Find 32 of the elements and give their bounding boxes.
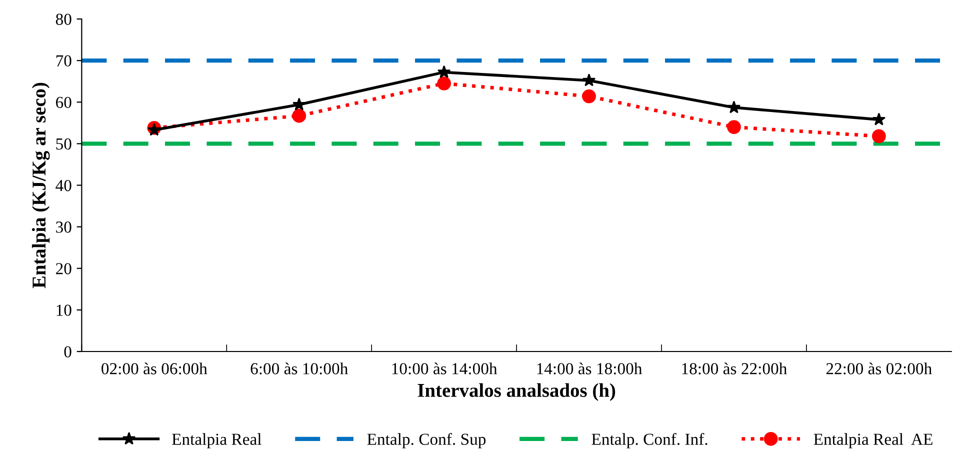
x-tick-label: 6:00 às 10:00h	[250, 362, 348, 374]
y-tick-label: 70	[56, 55, 72, 67]
y-axis-title: Entalpia (KJ/Kg ar seco)	[32, 82, 50, 288]
x-tick-label: 02:00 às 06:00h	[102, 362, 208, 374]
y-tick-label: 0	[64, 346, 72, 358]
point	[148, 123, 161, 136]
y-tick-label: 10	[56, 304, 72, 316]
point	[727, 100, 741, 114]
x-tick-label: 22:00 às 02:00h	[826, 362, 932, 374]
point	[872, 129, 886, 144]
point	[292, 98, 306, 110]
y-tick-label: 80	[56, 14, 72, 25]
point	[437, 76, 452, 90]
legend-label: Entalpia Real AE	[814, 433, 932, 448]
x-tick-label: 14:00 às 18:00h	[537, 362, 642, 374]
point	[582, 89, 596, 104]
legend-label: Entalp. Conf. Inf.	[592, 433, 708, 448]
point	[872, 112, 886, 126]
y-tick-label: 50	[56, 138, 72, 150]
y-tick-label: 20	[56, 263, 72, 274]
legend-label: Entalp. Conf. Sup	[367, 433, 486, 448]
x-axis-title: Intervalos analsados (h)	[418, 383, 616, 401]
y-tick-label: 40	[56, 180, 72, 192]
point	[292, 108, 306, 123]
y-tick-label: 30	[56, 222, 72, 233]
point	[437, 65, 451, 78]
legend-label: Entalpia Real	[172, 433, 262, 448]
point	[727, 120, 741, 134]
y-tick-label: 60	[56, 96, 72, 108]
x-tick-label: 18:00 às 22:00h	[682, 362, 787, 374]
x-tick-label: 10:00 às 14:00h	[392, 362, 498, 374]
point	[582, 74, 596, 86]
